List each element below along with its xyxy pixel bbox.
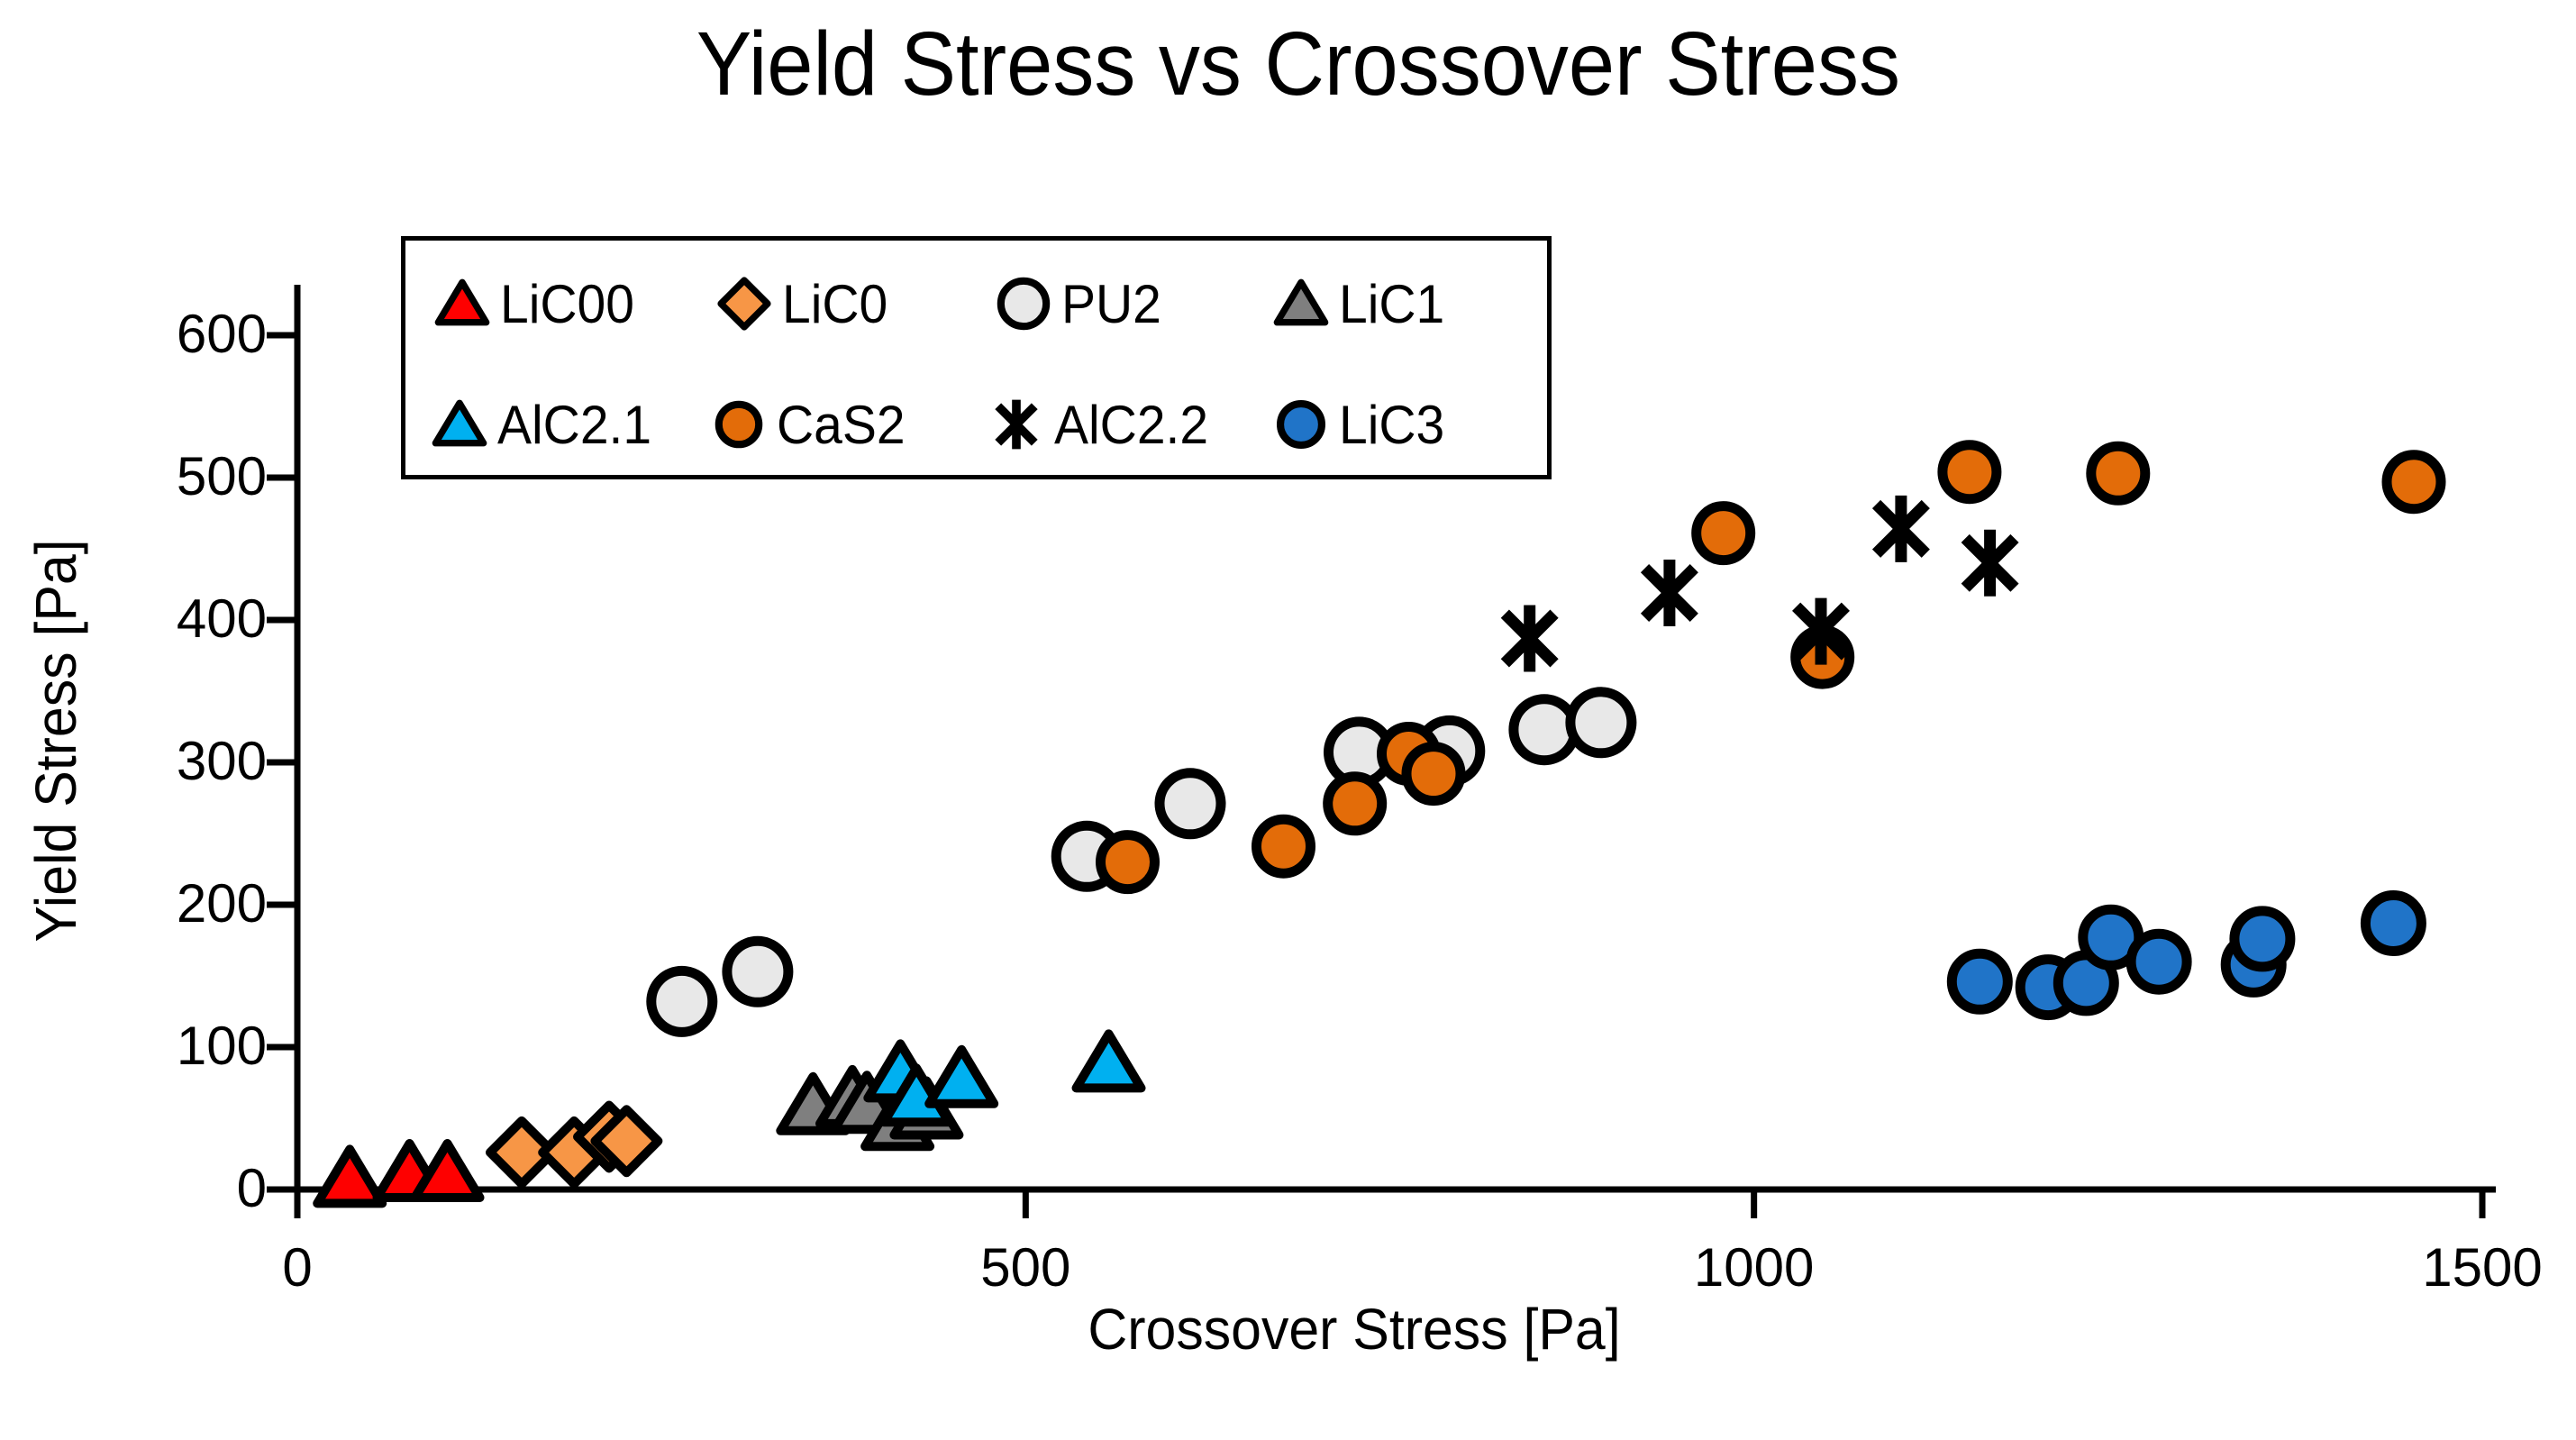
- legend-label: PU2: [1061, 273, 1161, 334]
- legend-item-LiC00: LiC00: [428, 269, 642, 338]
- data-point-LiC3: [2229, 906, 2296, 972]
- y-tick-label: 100: [176, 1016, 267, 1076]
- series-AlC2.1: [863, 1029, 1146, 1127]
- data-point-CaS2: [1252, 814, 1315, 879]
- legend-label: LiC00: [500, 273, 634, 334]
- marker-circle: [997, 277, 1051, 331]
- series-CaS2: [1096, 440, 2446, 895]
- y-tick-label: 400: [176, 588, 267, 649]
- legend-item-LiC3: LiC3: [1267, 390, 1450, 459]
- legend-item-LiC1: LiC1: [1267, 269, 1450, 338]
- data-point-CaS2: [1401, 742, 1466, 807]
- data-point-AlC2.2: [1792, 597, 1850, 665]
- marker-asterisk: [995, 399, 1038, 450]
- legend-label: AlC2.1: [497, 394, 652, 455]
- legend-marker-triangle-icon: [432, 399, 487, 447]
- x-tick-label: 500: [980, 1237, 1071, 1298]
- marker-circle: [715, 400, 763, 449]
- data-point-LiC0: [590, 1105, 663, 1178]
- legend-label: LiC1: [1339, 273, 1445, 334]
- legend-item-PU2: PU2: [989, 269, 1167, 338]
- data-point-LiC3: [2125, 928, 2192, 995]
- data-point-PU2: [646, 965, 718, 1037]
- data-point-AlC2.2: [1500, 605, 1559, 672]
- data-point-AlC2.2: [1640, 560, 1698, 626]
- data-point-PU2: [1565, 687, 1637, 759]
- series-LiC3: [1946, 890, 2426, 1021]
- marker-triangle: [434, 278, 490, 326]
- data-point-PU2: [1154, 768, 1226, 840]
- data-point-PU2: [722, 935, 794, 1007]
- legend-item-AlC2.2: AlC2.2: [982, 390, 1216, 459]
- marker-triangle: [1273, 278, 1329, 326]
- legend-marker-triangle-icon: [434, 278, 490, 326]
- y-tick-label: 500: [176, 446, 267, 506]
- marker-triangle: [432, 399, 487, 447]
- data-point-AlC2.2: [1961, 529, 2019, 597]
- legend-marker-circle-icon: [715, 400, 763, 449]
- legend: LiC00 LiC0 PU2 LiC1 AlC2.1 CaS2 AlC2.2 LiC3: [401, 236, 1552, 479]
- y-tick-label: 600: [176, 304, 267, 364]
- x-tick-label: 1000: [1693, 1237, 1815, 1298]
- legend-marker-asterisk-icon: [995, 399, 1038, 450]
- marker-diamond: [717, 277, 771, 331]
- data-point-CaS2: [2381, 450, 2446, 515]
- data-point-CaS2: [2086, 441, 2151, 506]
- marker-circle: [1276, 399, 1326, 450]
- data-point-CaS2: [1691, 501, 1756, 566]
- series-LiC0: [486, 1100, 663, 1189]
- x-tick-label: 0: [282, 1237, 313, 1298]
- y-tick-label: 300: [176, 731, 267, 791]
- data-point-LiC00: [313, 1144, 387, 1208]
- legend-marker-triangle-icon: [1273, 278, 1329, 326]
- legend-label: CaS2: [777, 394, 906, 455]
- data-point-LiC3: [1946, 948, 2013, 1015]
- series-AlC2.2: [1500, 495, 2019, 672]
- series-LiC00: [313, 1139, 485, 1208]
- data-point-LiC3: [2360, 890, 2426, 956]
- x-axis-title: Crossover Stress [Pa]: [1088, 1297, 1621, 1362]
- data-point-AlC2.2: [1871, 495, 1930, 562]
- data-point-AlC2.1: [1071, 1029, 1146, 1093]
- y-tick-label: 0: [236, 1158, 267, 1218]
- legend-item-CaS2: CaS2: [705, 390, 912, 459]
- legend-item-AlC2.1: AlC2.1: [425, 390, 660, 459]
- data-point-CaS2: [1937, 440, 2002, 505]
- data-point-AlC2.1: [924, 1044, 999, 1108]
- data-point-CaS2: [1096, 830, 1160, 895]
- chart-title: Yield Stress vs Crossover Stress: [696, 14, 1900, 114]
- legend-marker-diamond-icon: [717, 277, 771, 331]
- series-PU2: [646, 687, 1637, 1037]
- data-point-PU2: [1508, 694, 1580, 766]
- data-point-LiC0: [486, 1116, 558, 1189]
- data-point-LiC00: [410, 1139, 485, 1202]
- legend-label: LiC0: [782, 273, 888, 334]
- legend-item-LiC0: LiC0: [710, 269, 893, 338]
- legend-marker-circle-icon: [1276, 399, 1326, 450]
- legend-marker-circle-icon: [997, 277, 1051, 331]
- legend-label: LiC3: [1339, 394, 1445, 455]
- y-tick-label: 200: [176, 873, 267, 934]
- data-point-CaS2: [1323, 771, 1388, 836]
- x-tick-label: 1500: [2422, 1237, 2543, 1298]
- legend-label: AlC2.2: [1054, 394, 1209, 455]
